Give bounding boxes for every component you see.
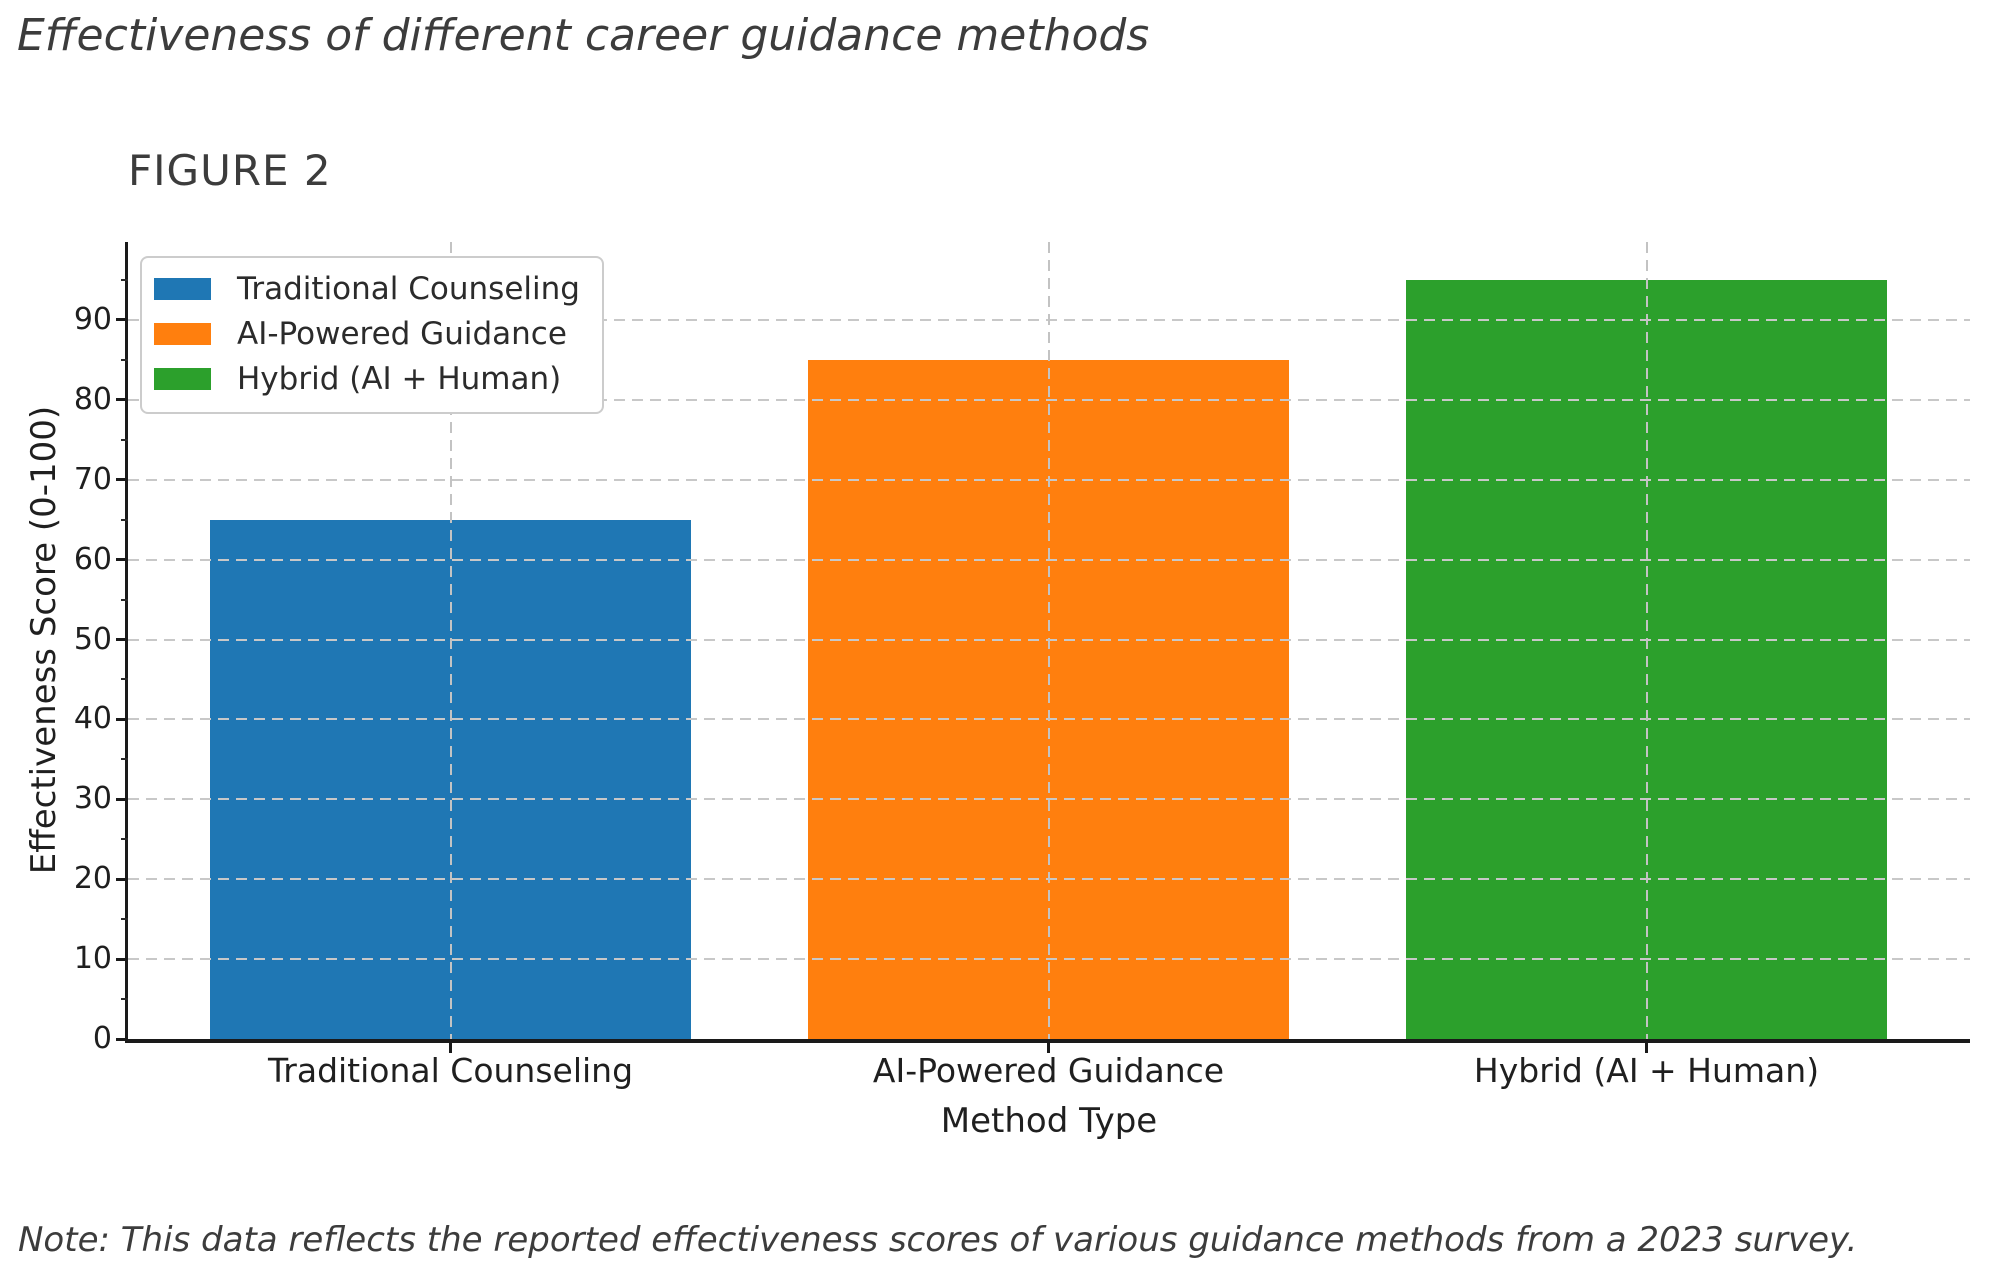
y-tick-10 bbox=[116, 957, 128, 961]
y-tick-70 bbox=[116, 478, 128, 482]
y-minor-tick-95 bbox=[121, 278, 128, 281]
legend-swatch-ai-powered-guidance bbox=[154, 323, 211, 345]
x-tick-label-traditional-counseling: Traditional Counseling bbox=[267, 1051, 634, 1090]
y-tick-60 bbox=[116, 558, 128, 562]
x-tick-ai-powered-guidance bbox=[1047, 1043, 1050, 1053]
y-tick-label-0: 0 bbox=[92, 1021, 112, 1056]
legend-item-ai-powered-guidance: AI-Powered Guidance bbox=[154, 316, 580, 352]
y-minor-tick-25 bbox=[121, 838, 128, 841]
y-minor-tick-15 bbox=[121, 918, 128, 921]
y-axis-spine bbox=[125, 242, 128, 1043]
gridline-v-ai-powered-guidance bbox=[1047, 242, 1050, 1039]
chart-title: Effectiveness of different career guidan… bbox=[17, 10, 1150, 61]
legend-item-traditional-counseling: Traditional Counseling bbox=[154, 271, 580, 307]
figure-note: Note: This data reflects the reported ef… bbox=[18, 1220, 1858, 1260]
x-tick-label-ai-powered-guidance: AI-Powered Guidance bbox=[872, 1051, 1225, 1090]
y-minor-tick-65 bbox=[121, 518, 128, 521]
gridline-v-hybrid-ai-human bbox=[1645, 242, 1648, 1039]
y-tick-label-30: 30 bbox=[73, 781, 112, 817]
figure-label: FIGURE 2 bbox=[128, 146, 332, 195]
y-tick-label-80: 80 bbox=[73, 381, 112, 417]
legend-label: AI-Powered Guidance bbox=[237, 316, 567, 352]
y-tick-20 bbox=[116, 877, 128, 881]
legend-swatch-hybrid-ai-human bbox=[154, 368, 211, 390]
x-axis-spine bbox=[125, 1039, 1970, 1043]
plot-area: Traditional Counseling AI-Powered Guidanc… bbox=[128, 242, 1970, 1039]
y-minor-tick-5 bbox=[121, 998, 128, 1001]
y-tick-label-70: 70 bbox=[73, 461, 112, 497]
y-tick-label-40: 40 bbox=[73, 701, 112, 737]
y-tick-80 bbox=[116, 398, 128, 402]
y-tick-label-50: 50 bbox=[73, 621, 112, 657]
y-minor-tick-45 bbox=[121, 678, 128, 681]
y-minor-tick-55 bbox=[121, 598, 128, 601]
legend: Traditional Counseling AI-Powered Guidanc… bbox=[140, 256, 604, 414]
y-tick-0 bbox=[116, 1037, 128, 1041]
legend-label: Hybrid (AI + Human) bbox=[237, 361, 562, 397]
y-tick-40 bbox=[116, 717, 128, 721]
y-tick-90 bbox=[116, 318, 128, 322]
y-tick-label-90: 90 bbox=[73, 301, 112, 337]
gridline-v-traditional-counseling bbox=[449, 242, 452, 1039]
y-tick-50 bbox=[116, 638, 128, 641]
y-minor-tick-85 bbox=[121, 358, 128, 361]
y-tick-label-10: 10 bbox=[73, 941, 112, 977]
x-axis-label: Method Type bbox=[940, 1101, 1158, 1141]
y-axis-label: Effectiveness Score (0-100) bbox=[24, 405, 64, 875]
y-tick-30 bbox=[116, 797, 128, 801]
legend-label: Traditional Counseling bbox=[237, 271, 580, 307]
y-tick-label-20: 20 bbox=[73, 861, 112, 897]
x-tick-label-hybrid-ai-human: Hybrid (AI + Human) bbox=[1473, 1051, 1820, 1090]
legend-item-hybrid-ai-human: Hybrid (AI + Human) bbox=[154, 361, 580, 397]
y-tick-label-60: 60 bbox=[73, 541, 112, 577]
x-tick-hybrid-ai-human bbox=[1645, 1043, 1648, 1053]
x-tick-traditional-counseling bbox=[449, 1043, 452, 1053]
y-minor-tick-35 bbox=[121, 758, 128, 761]
legend-swatch-traditional-counseling bbox=[154, 278, 211, 300]
y-minor-tick-75 bbox=[121, 438, 128, 441]
